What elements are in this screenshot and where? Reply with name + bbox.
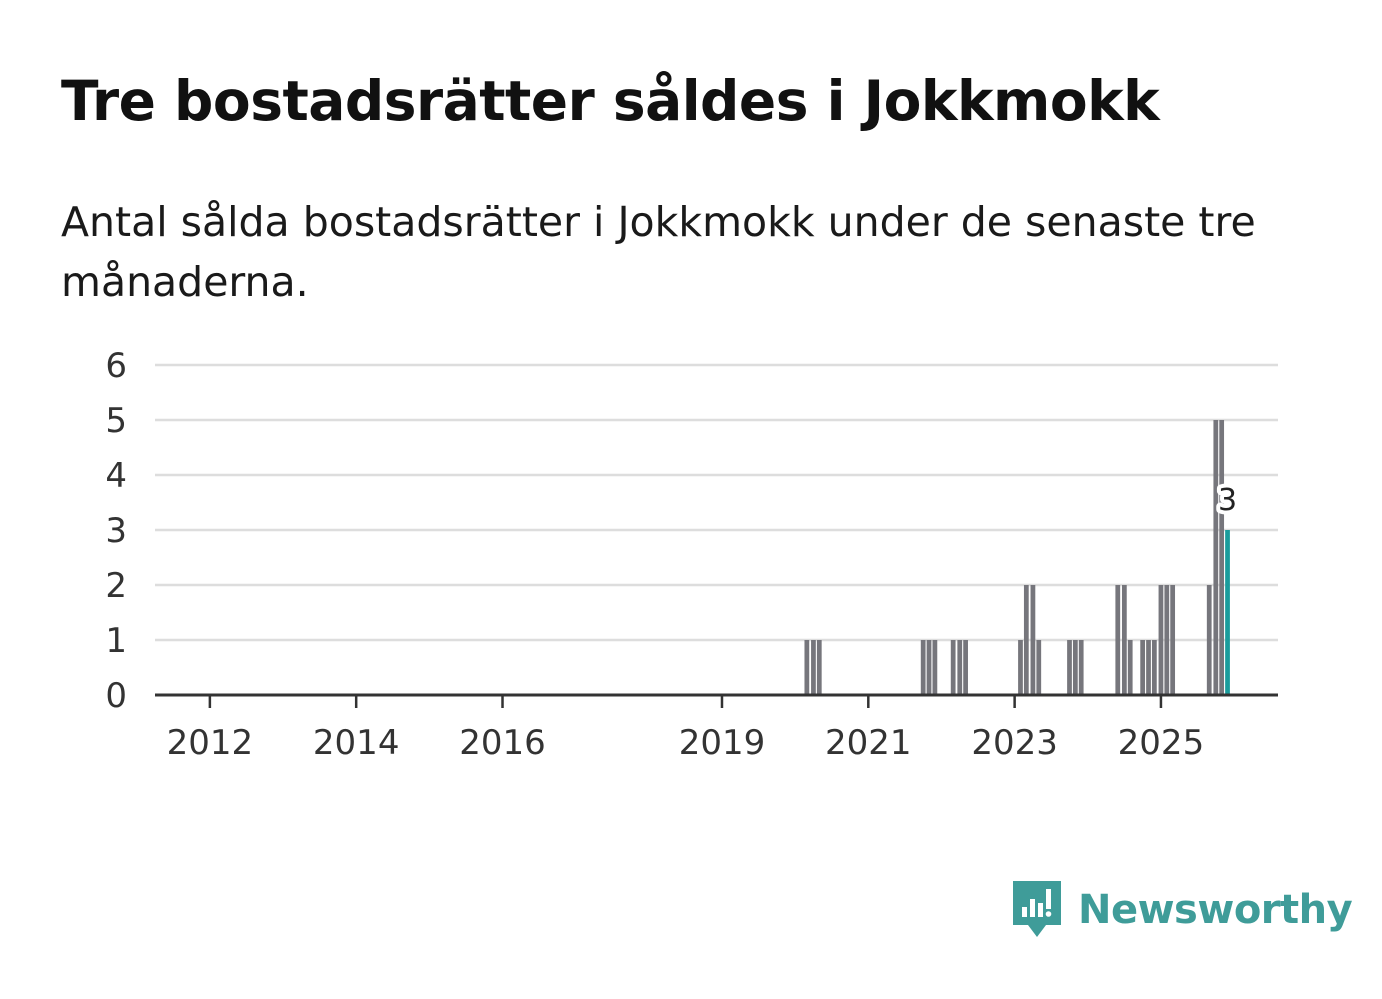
bar [1219,420,1225,695]
bar [1018,640,1023,695]
y-tick-label: 3 [105,511,127,551]
labels: 0 1 2 3 4 5 6 3 2012 2014 2016 2019 2021 2023 2025 [105,346,1241,763]
x-tick-label: 2012 [167,723,254,763]
x-tick-label: 2021 [825,723,912,763]
bar [963,640,968,695]
y-tick-label: 6 [105,346,127,386]
x-axis [155,693,1278,708]
bar [1213,420,1219,695]
bar [1121,585,1127,695]
chart-subtitle: Antal sålda bostadsrätter i Jokkmokk und… [61,198,1256,306]
bar [804,640,810,695]
bar [950,640,956,695]
bar [1170,585,1176,695]
bar [926,640,932,695]
bar [811,640,816,695]
bar-highlighted [1225,530,1230,695]
bar [1072,640,1078,695]
data-label: 3 [1218,483,1237,518]
bar [932,640,938,695]
bar [1164,585,1170,695]
bar [1127,640,1133,695]
bar [816,640,822,695]
newsworthy-chart-bubble-icon [1013,881,1061,937]
x-tick-label: 2016 [459,723,546,763]
x-tick-label: 2019 [679,723,766,763]
y-tick-label: 2 [105,566,127,606]
bar [1115,585,1121,695]
bars [804,420,1230,695]
newsworthy-logo: Newsworthy [1010,878,1353,942]
bar [1140,640,1146,695]
x-tick-label: 2023 [971,723,1058,763]
y-tick-label: 4 [105,456,127,496]
bar [1206,585,1212,695]
bar [1078,640,1084,695]
bar [1036,640,1042,695]
y-tick-label: 0 [105,676,127,716]
x-tick-label: 2014 [313,723,400,763]
y-tick-label: 1 [105,621,127,661]
bar [1146,640,1151,695]
bar [957,640,963,695]
brand-name: Newsworthy [1078,887,1353,933]
x-tick-label: 2025 [1118,723,1205,763]
bar [1023,585,1029,695]
y-tick-label: 5 [105,401,127,441]
bar [1151,640,1157,695]
bar [1158,585,1164,695]
chart-title: Tre bostadsrätter såldes i Jokkmokk [61,69,1160,133]
bar [1030,585,1036,695]
gridlines [155,363,1278,642]
bar [920,640,926,695]
bar [1067,640,1072,695]
